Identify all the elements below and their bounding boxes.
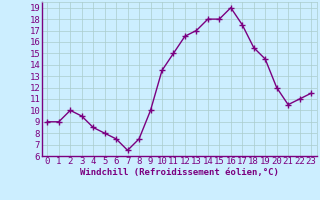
X-axis label: Windchill (Refroidissement éolien,°C): Windchill (Refroidissement éolien,°C) xyxy=(80,168,279,177)
